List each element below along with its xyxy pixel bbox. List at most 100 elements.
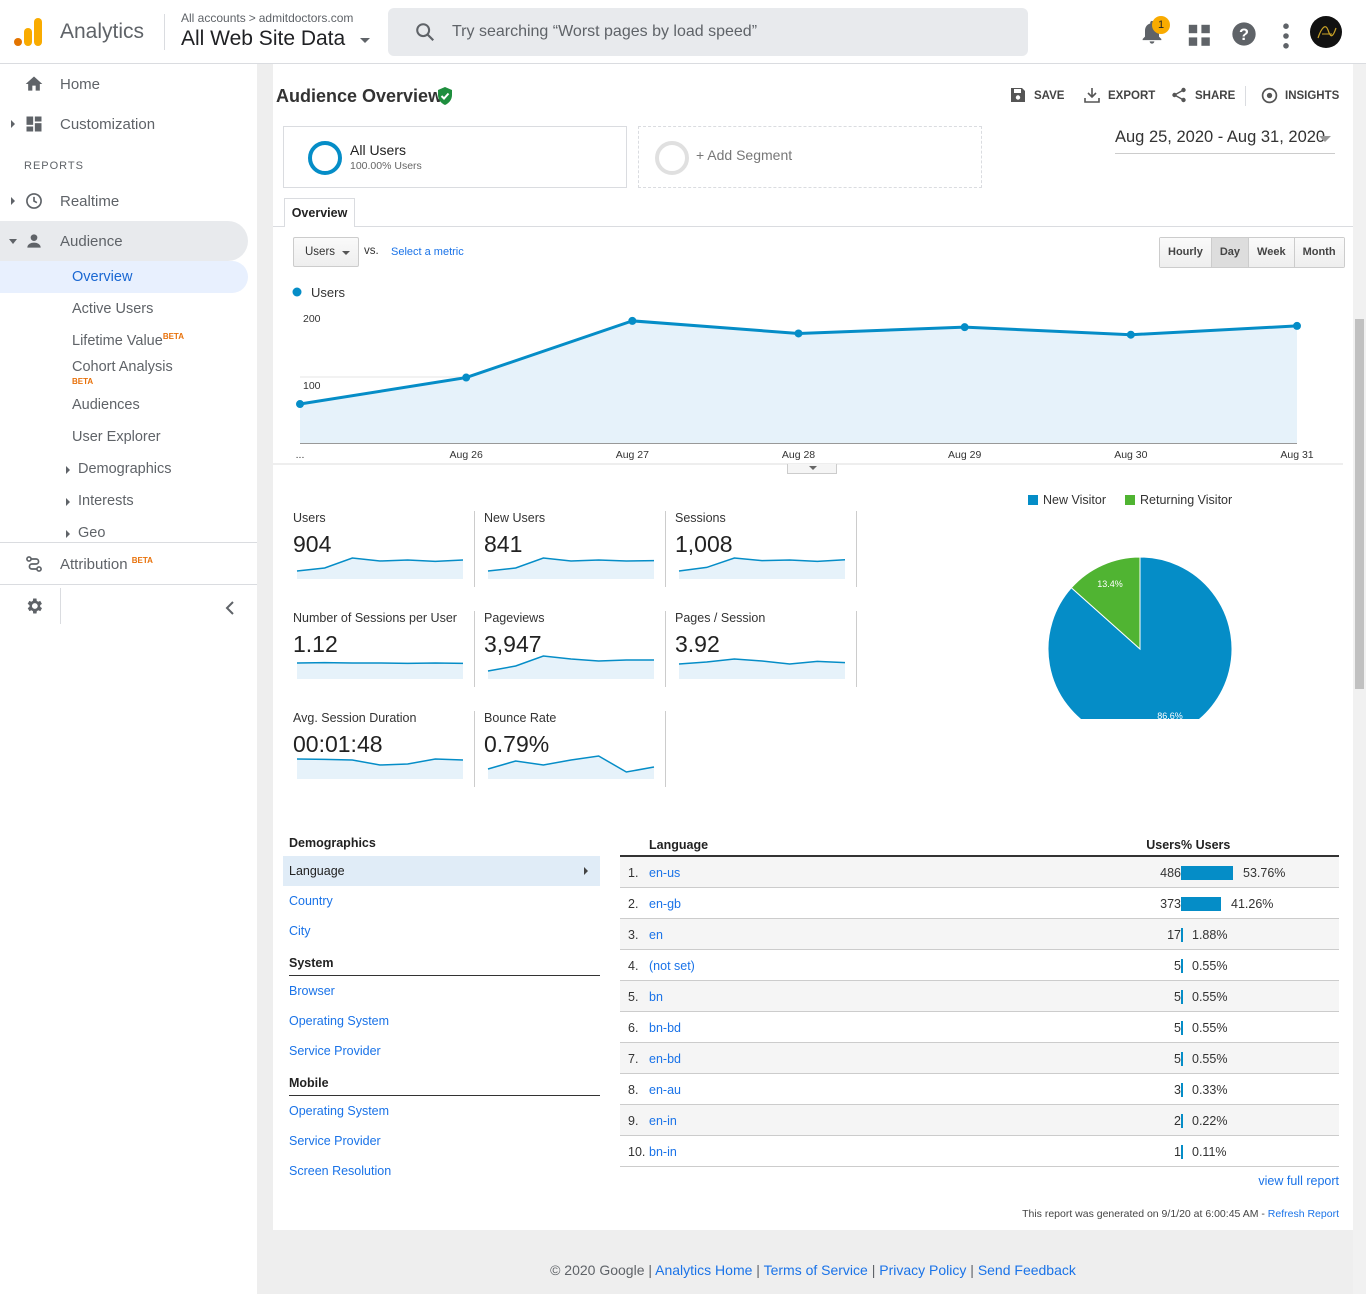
language-link[interactable]: bn-in (649, 1145, 677, 1159)
account-breadcrumb[interactable]: All accounts > admitdoctors.com (181, 11, 353, 25)
sidebar-item-user-explorer[interactable]: User Explorer (0, 421, 248, 453)
metric-tile[interactable]: Pageviews 3,947 (476, 611, 666, 687)
language-link[interactable]: bn-bd (649, 1021, 681, 1035)
sidebar-item-interests[interactable]: Interests (0, 485, 248, 517)
chart-expand-handle[interactable] (787, 464, 837, 474)
sidebar-item-active-users[interactable]: Active Users (0, 293, 248, 325)
sidebar-item-geo[interactable]: Geo (0, 517, 248, 549)
empty-segment-ring-icon (655, 141, 689, 175)
avatar[interactable] (1310, 16, 1342, 48)
language-link[interactable]: en-us (649, 866, 681, 880)
refresh-report-link[interactable]: Refresh Report (1267, 1208, 1339, 1220)
granularity-week[interactable]: Week (1249, 238, 1295, 267)
add-segment-button[interactable]: + Add Segment (638, 126, 982, 188)
tab-underline (273, 226, 1353, 227)
col-language[interactable]: Language (649, 838, 709, 852)
sidebar-item-realtime[interactable]: Realtime (0, 181, 248, 221)
sidebar-item-audience[interactable]: Audience (0, 221, 248, 261)
users-data-point[interactable] (462, 373, 471, 382)
users-data-point[interactable] (794, 329, 803, 338)
date-range-picker[interactable]: Aug 25, 2020 - Aug 31, 2020 (1115, 128, 1335, 154)
language-link[interactable]: en-bd (649, 1052, 681, 1066)
more-vert-icon[interactable] (1272, 22, 1300, 50)
sidebar-item-audiences[interactable]: Audiences (0, 389, 248, 421)
language-link[interactable]: en (649, 928, 663, 942)
search-box[interactable] (388, 8, 1028, 56)
language-link[interactable]: en-gb (649, 897, 681, 911)
language-link[interactable]: bn (649, 990, 663, 1004)
metric-tile[interactable]: Pages / Session 3.92 (667, 611, 857, 687)
metric-tile[interactable]: Avg. Session Duration 00:01:48 (285, 711, 475, 787)
footer-link-feedback[interactable]: Send Feedback (977, 1262, 1076, 1278)
mobile-link-screen-resolution[interactable]: Screen Resolution (289, 1164, 392, 1178)
metric-select[interactable]: Users (293, 237, 359, 267)
sidebar-item-demographics[interactable]: Demographics (0, 453, 248, 485)
users-data-point[interactable] (1126, 330, 1135, 339)
metric-tile[interactable]: Sessions 1,008 (667, 511, 857, 587)
language-link[interactable]: en-au (649, 1083, 681, 1097)
metric-tile[interactable]: Bounce Rate 0.79% (476, 711, 666, 787)
metric-label: New Users (484, 511, 546, 525)
view-selector[interactable]: All Web Site Data (181, 27, 346, 50)
language-link[interactable]: en-in (649, 1114, 677, 1128)
sidebar-item-overview[interactable]: Overview (0, 261, 248, 293)
settings-gear-icon[interactable] (24, 596, 44, 616)
demographics-link-country[interactable]: Country (289, 894, 333, 908)
language-link[interactable]: (not set) (649, 959, 695, 973)
segment-all-users[interactable]: All Users 100.00% Users (283, 126, 627, 188)
users-data-point[interactable] (628, 316, 637, 325)
demographics-link-city[interactable]: City (289, 924, 311, 938)
apps-grid-icon[interactable] (1186, 22, 1214, 50)
tab-overview[interactable]: Overview (284, 198, 355, 227)
scrollbar-thumb[interactable] (1355, 319, 1364, 689)
metric-tile[interactable]: New Users 841 (476, 511, 666, 587)
help-icon[interactable]: ? (1230, 20, 1258, 48)
expand-triangle-icon[interactable] (11, 197, 15, 205)
granularity-hourly[interactable]: Hourly (1160, 238, 1212, 267)
footer-link-terms[interactable]: Terms of Service (763, 1262, 868, 1278)
expand-triangle-icon[interactable] (11, 120, 15, 128)
sidebar-item-customization[interactable]: Customization (0, 104, 248, 144)
view-caret-down-icon[interactable] (360, 38, 370, 43)
granularity-month[interactable]: Month (1294, 238, 1344, 267)
users-data-point[interactable] (296, 400, 304, 409)
mobile-link-service-provider[interactable]: Service Provider (289, 1134, 381, 1148)
footer-link-privacy[interactable]: Privacy Policy (879, 1262, 967, 1278)
col-users[interactable]: Users (1146, 838, 1181, 852)
collapse-triangle-icon[interactable] (9, 239, 17, 244)
users-data-point[interactable] (960, 323, 969, 332)
metric-tile[interactable]: Number of Sessions per User 1.12 (285, 611, 475, 687)
metric-tile[interactable]: Users 904 (285, 511, 475, 587)
breadcrumb-account[interactable]: admitdoctors.com (258, 11, 354, 25)
analytics-logo-icon[interactable] (14, 16, 44, 48)
system-link-operating-system[interactable]: Operating System (289, 1014, 390, 1028)
sidebar-item-attribution[interactable]: Attribution BETA (0, 544, 248, 584)
sparkline-line (487, 557, 655, 572)
pie-slice-returning-visitor[interactable] (1070, 556, 1141, 651)
select-metric-link[interactable]: Select a metric (391, 246, 464, 258)
users-data-point[interactable] (1293, 321, 1301, 330)
sidebar-item-cohort-analysis[interactable]: Cohort Analysis BETA (0, 351, 248, 389)
page-scrollbar[interactable] (1353, 64, 1366, 1294)
row-number: 1. (628, 866, 639, 880)
sparkline-line (487, 655, 654, 672)
mobile-link-operating-system[interactable]: Operating System (289, 1104, 390, 1118)
granularity-day[interactable]: Day (1211, 238, 1250, 267)
view-full-report-link[interactable]: view full report (1258, 1174, 1339, 1188)
expand-triangle-icon[interactable] (66, 498, 70, 506)
search-input[interactable] (452, 20, 992, 44)
demographics-language-item[interactable]: Language (283, 856, 600, 886)
legend-new-visitor[interactable]: New Visitor (1028, 493, 1106, 507)
col-pct-users[interactable]: % Users (1181, 838, 1231, 852)
breadcrumb-all-accounts[interactable]: All accounts (181, 11, 246, 25)
system-link-service-provider[interactable]: Service Provider (289, 1044, 381, 1058)
sidebar-item-lifetime-value[interactable]: Lifetime ValueBETA (0, 325, 248, 357)
legend-label: Returning Visitor (1140, 493, 1233, 507)
sidebar-item-home[interactable]: Home (0, 64, 248, 104)
expand-triangle-icon[interactable] (66, 530, 70, 538)
system-link-browser[interactable]: Browser (289, 984, 335, 998)
footer-link-analytics-home[interactable]: Analytics Home (655, 1262, 753, 1278)
legend-returning-visitor[interactable]: Returning Visitor (1125, 493, 1232, 507)
collapse-sidebar-chevron-icon[interactable] (220, 598, 240, 618)
expand-triangle-icon[interactable] (66, 466, 70, 474)
